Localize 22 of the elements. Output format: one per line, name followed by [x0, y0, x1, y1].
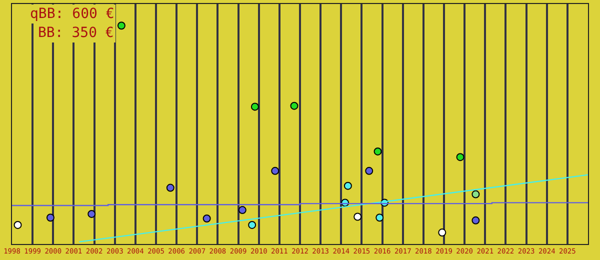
point — [166, 184, 174, 192]
annotation: BB: 350 € — [38, 25, 114, 41]
text: qBB: 600 € — [30, 6, 114, 22]
point — [248, 220, 256, 229]
point — [14, 220, 22, 229]
point — [438, 228, 446, 237]
point — [250, 102, 259, 111]
point — [365, 166, 374, 175]
point — [472, 190, 480, 198]
point — [456, 153, 464, 162]
point — [88, 210, 96, 218]
point — [117, 22, 126, 30]
point — [376, 214, 384, 222]
point — [271, 166, 280, 175]
point — [202, 214, 211, 222]
point — [472, 216, 480, 224]
point — [46, 214, 54, 222]
point — [374, 147, 382, 156]
point — [290, 102, 298, 110]
point — [238, 206, 246, 214]
point — [344, 182, 352, 190]
point — [354, 212, 362, 221]
